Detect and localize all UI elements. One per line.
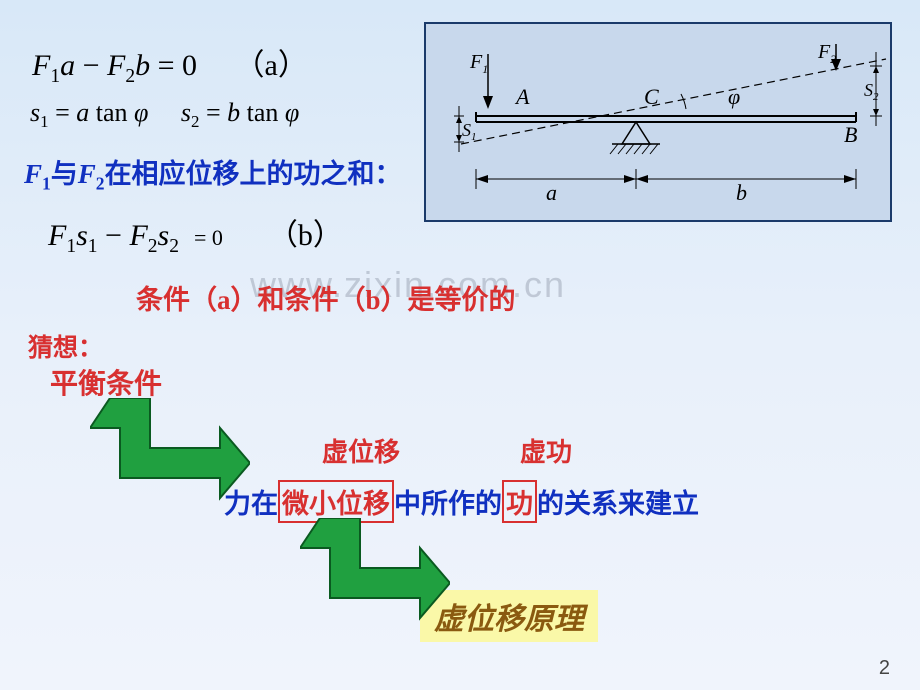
diagram-label-A: A bbox=[514, 84, 530, 109]
diagram-label-S1: S1 bbox=[462, 120, 477, 143]
line8-post: 的关系来建立 bbox=[537, 489, 699, 519]
line8-mid: 中所作的 bbox=[394, 489, 502, 519]
equation-s: s1 = a tan φ s2 = b tan φ bbox=[30, 98, 299, 132]
label-virtual-work: 虚功 bbox=[520, 432, 572, 469]
beam-svg: A C B F1 F2 S1 S2 a b φ bbox=[426, 24, 890, 220]
diagram-label-F2: F2 bbox=[817, 41, 836, 66]
line-guess: 猜想： bbox=[28, 328, 103, 364]
page-number: 2 bbox=[879, 657, 890, 680]
line-work-sum-text: 在相应位移上的功之和： bbox=[105, 159, 402, 189]
line-work-sum: F1与F2在相应位移上的功之和： bbox=[24, 152, 402, 194]
label-virtual-disp: 虚位移 bbox=[322, 432, 400, 469]
diagram-label-B: B bbox=[844, 122, 857, 147]
label-a: （a） bbox=[235, 49, 308, 82]
arrow-down-right-2 bbox=[300, 518, 450, 638]
label-b: （b） bbox=[268, 219, 343, 252]
eq-b-zero: = 0 bbox=[194, 225, 223, 250]
box-micro-disp: 微小位移 bbox=[278, 480, 394, 523]
arrow-down-right-1 bbox=[90, 398, 250, 518]
equation-a: F1a − F2b = 0 （a） bbox=[32, 40, 308, 88]
text-principle: 虚位移原理 bbox=[434, 603, 584, 636]
line-equivalent: 条件（a）和条件（b）是等价的 bbox=[136, 278, 516, 317]
line-balance: 平衡条件 bbox=[50, 362, 162, 402]
equation-b: F1s1 − F2s2 = 0 （b） bbox=[48, 210, 343, 258]
diagram-label-S2: S2 bbox=[864, 80, 879, 103]
diagram-label-phi: φ bbox=[728, 84, 740, 109]
diagram-label-C: C bbox=[644, 84, 659, 109]
line-force-relation: 力在微小位移中所作的功的关系来建立 bbox=[224, 480, 699, 523]
diagram-label-dim-b: b bbox=[736, 180, 747, 205]
diagram-label-dim-a: a bbox=[546, 180, 557, 205]
box-work: 功 bbox=[502, 480, 537, 523]
diagram-label-F1: F1 bbox=[469, 51, 488, 76]
beam-diagram: A C B F1 F2 S1 S2 a b φ bbox=[424, 22, 892, 222]
